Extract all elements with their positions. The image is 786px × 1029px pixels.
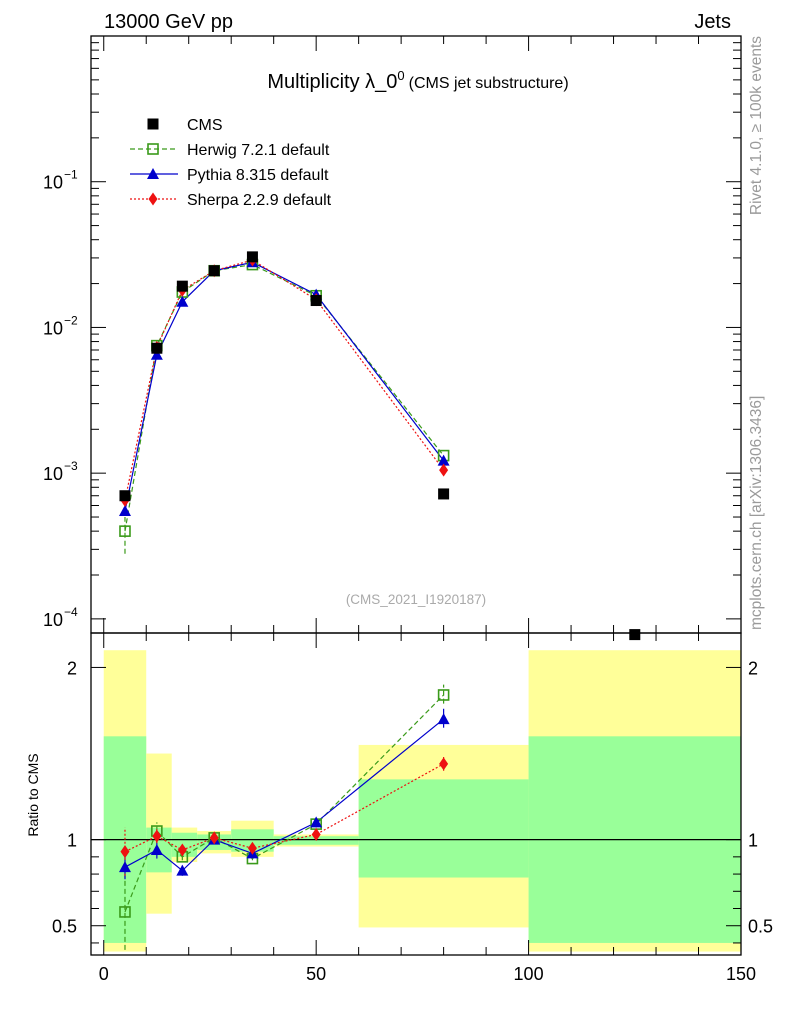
legend-label: Herwig 7.2.1 default xyxy=(187,142,330,159)
analysis-watermark: (CMS_2021_I1920187) xyxy=(346,592,486,607)
legend-marker xyxy=(147,168,159,179)
title-sub: (CMS jet substructure) xyxy=(409,75,569,92)
ratio-point xyxy=(152,829,162,843)
data-point xyxy=(150,348,163,360)
data-point xyxy=(119,525,131,537)
ratio-point xyxy=(310,816,323,828)
data-point xyxy=(119,490,131,502)
legend-item: Pythia 8.315 default xyxy=(130,167,329,184)
legend-label: Sherpa 2.2.9 default xyxy=(187,192,332,209)
ratio-point xyxy=(120,845,130,859)
y-tick-exponent: −3 xyxy=(64,459,78,473)
ratio-point xyxy=(119,906,131,918)
x-tick-label: 150 xyxy=(726,964,756,984)
uncertainty-band-inner xyxy=(358,779,529,878)
data-point xyxy=(310,295,322,307)
plot-title: Multiplicity λ_00 (CMS jet substructure) xyxy=(267,68,568,93)
legend-label: Pythia 8.315 default xyxy=(187,167,329,184)
title-main: Multiplicity λ_0 xyxy=(267,71,397,93)
header-left: 13000 GeV pp xyxy=(104,11,233,33)
ratio-point xyxy=(176,864,189,876)
data-point xyxy=(439,463,449,477)
x-tick-label: 0 xyxy=(99,964,109,984)
header-right: Jets xyxy=(694,11,731,33)
ratio-y-tick-label: 2 xyxy=(67,658,77,678)
data-point xyxy=(438,488,450,500)
x-tick-label: 100 xyxy=(514,964,544,984)
ratio-y-tick-label: 0.5 xyxy=(52,917,77,937)
legend-item: CMS xyxy=(147,117,223,134)
ratio-point xyxy=(209,831,219,845)
ratio-y-tick-label: 1 xyxy=(67,831,77,851)
data-point xyxy=(176,295,189,307)
ratio-y-tick-label-right: 0.5 xyxy=(748,917,773,937)
x-tick-label: 50 xyxy=(306,964,326,984)
ratio-point xyxy=(439,757,449,771)
ratio-y-tick-label-right: 2 xyxy=(748,658,758,678)
ratio-point xyxy=(247,841,257,855)
legend: CMS Herwig 7.2.1 default Pythia 8.315 defa… xyxy=(130,117,332,209)
legend-marker xyxy=(147,118,159,130)
mcplots-label: mcplots.cern.ch [arXiv:1306.3436] xyxy=(748,396,765,630)
data-point xyxy=(176,280,188,292)
data-point xyxy=(629,629,641,641)
y-tick-exponent: −1 xyxy=(64,168,78,182)
ratio-ylabel: Ratio to CMS xyxy=(25,753,41,836)
y-tick-label: 10 xyxy=(43,173,63,193)
data-point xyxy=(246,251,258,263)
y-tick-exponent: −2 xyxy=(64,313,78,327)
title-sup: 0 xyxy=(397,68,404,83)
ratio-point xyxy=(437,689,450,701)
y-tick-label: 10 xyxy=(43,610,63,630)
ratio-y-tick-label-right: 1 xyxy=(748,831,758,851)
legend-label: CMS xyxy=(187,117,223,134)
legend-marker xyxy=(147,143,159,155)
legend-item: Sherpa 2.2.9 default xyxy=(130,192,332,209)
data-point xyxy=(437,454,450,466)
rivet-label: Rivet 4.1.0, ≥ 100k events xyxy=(748,36,765,215)
y-tick-label: 10 xyxy=(43,464,63,484)
y-tick-label: 10 xyxy=(43,318,63,338)
data-point xyxy=(118,504,131,516)
ratio-plot: 0.5 0.5 1 1 2 2 0 50 100 150 xyxy=(52,632,773,984)
ratio-point xyxy=(177,843,187,857)
ratio-point xyxy=(437,713,450,725)
y-tick-exponent: −4 xyxy=(64,605,78,619)
legend-marker xyxy=(148,192,158,206)
ratio-point xyxy=(118,861,131,873)
ratio-point xyxy=(150,843,163,855)
legend-item: Herwig 7.2.1 default xyxy=(130,142,330,159)
data-point xyxy=(208,265,220,277)
ratio-point xyxy=(311,827,321,841)
data-point xyxy=(151,342,163,354)
ratio-frame xyxy=(90,632,742,956)
